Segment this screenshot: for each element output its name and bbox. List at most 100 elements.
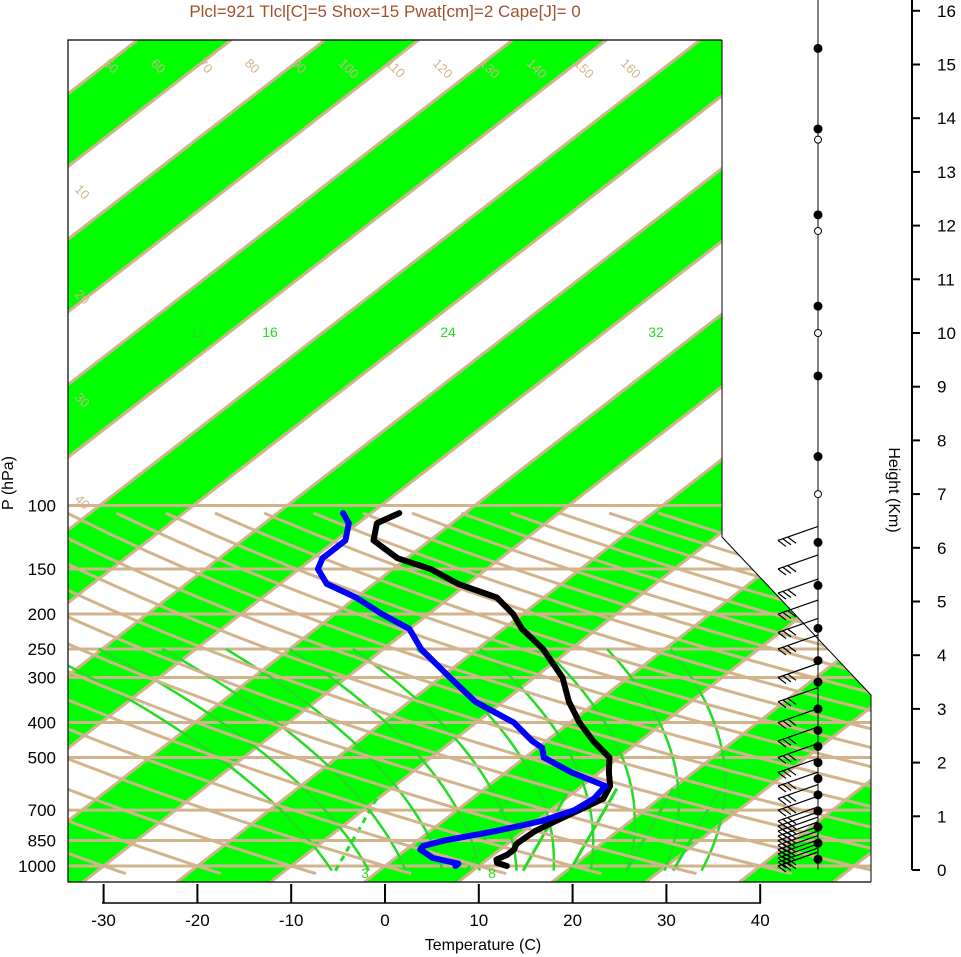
wind-barb-feather (782, 843, 792, 850)
pressure-tick-label: 100 (28, 497, 56, 516)
wind-profile (777, 0, 823, 873)
wind-barb-staff (777, 771, 819, 787)
isotherm-line (551, 632, 871, 882)
wind-barb (777, 578, 819, 600)
wind-barb-feather (777, 835, 787, 843)
wind-barb-feather (782, 738, 792, 746)
wind-barb (777, 662, 819, 684)
isotherm-label: 80 (242, 56, 263, 77)
wind-barb-staff (777, 806, 819, 822)
pressure-tick-label: 250 (28, 640, 56, 659)
wind-barb-feather (787, 768, 797, 776)
wind-barb-feather (782, 699, 792, 707)
isotherm-line (68, 51, 871, 678)
sounding-curves (314, 510, 614, 869)
wind-barb-feather (782, 755, 792, 763)
x-tick-label: -10 (279, 911, 304, 930)
wind-level-dot (813, 774, 823, 784)
isotherm-line (175, 341, 871, 882)
dry-adiabat (68, 757, 412, 876)
wind-level-dot (813, 677, 823, 687)
moist-adiabat (415, 648, 556, 871)
wind-barb-feather (787, 841, 797, 849)
wind-barb-staff (777, 687, 819, 703)
wind-barb-feather (782, 630, 792, 638)
wind-level-dot (813, 623, 823, 633)
moist-adiabat (161, 647, 407, 872)
y-axis-title: P (hPa) (0, 456, 17, 510)
wind-barb-feather (777, 771, 787, 779)
wind-barb-feather (777, 857, 787, 865)
wind-barb-feather (782, 855, 792, 863)
x-tick-label: 10 (469, 911, 488, 930)
wind-barb-feather (782, 770, 792, 778)
chart-title: Plcl=921 Tlcl[C]=5 Shox=15 Pwat[cm]=2 Ca… (189, 2, 580, 21)
wind-barb-staff (777, 578, 819, 594)
dry-adiabat (312, 511, 871, 695)
wind-barb (777, 795, 819, 817)
wind-barb-feather (777, 861, 787, 869)
dry-adiabat (68, 727, 507, 876)
mixing-ratio-label: 32 (648, 324, 664, 340)
plot-frame (67, 39, 871, 883)
wind-barb-staff (777, 742, 819, 759)
wind-barb-feather (787, 753, 797, 761)
wind-barb-feather (777, 648, 787, 656)
wind-barb-feather (782, 847, 792, 855)
wind-barb-feather (782, 675, 792, 683)
wind-barb-staff (777, 811, 819, 827)
wind-barb-staff (777, 783, 819, 800)
isotherm-label: 10 (72, 182, 93, 203)
wind-barb-feather (787, 589, 797, 597)
wind-barb-feather (777, 825, 787, 833)
wind-level-open-dot (814, 490, 822, 499)
dry-adiabat (68, 787, 317, 876)
wind-barb-feather (777, 853, 787, 861)
wind-barb-feather (787, 565, 797, 573)
wind-barb (777, 634, 819, 656)
wind-barb-feather (782, 783, 792, 791)
height-tick-label: 16 (937, 2, 956, 21)
wind-barb-feather (782, 720, 792, 728)
temperature-band (68, 198, 871, 882)
mixing-ratio-label: 16 (262, 324, 278, 340)
height-tick-label: 8 (937, 431, 946, 450)
wind-barb-staff (777, 821, 819, 837)
mixing-ratio-line (671, 787, 722, 872)
wind-barb-feather (777, 677, 787, 684)
isotherm-line (68, 40, 702, 532)
wind-barb-feather (787, 610, 797, 618)
wind-barb (777, 707, 819, 730)
height-tick-label: 4 (937, 646, 946, 665)
wind-barb-staff (777, 599, 819, 615)
mixing-ratio-line (624, 787, 675, 872)
pressure-tick-label: 700 (28, 801, 56, 820)
wind-barb-feather (787, 862, 797, 870)
wind-level-open-dot (814, 135, 822, 144)
wind-barb-feather (782, 646, 792, 654)
wind-barb-feather (782, 808, 792, 816)
height-tick-label: 13 (937, 163, 956, 182)
mixing-ratio-line (568, 787, 619, 872)
dry-adiabat (263, 511, 871, 713)
moist-adiabat (68, 664, 333, 872)
isotherm-line (68, 40, 420, 314)
wind-barb-feather (777, 740, 787, 748)
dry-adiabat (68, 819, 222, 876)
dry-adiabat (68, 562, 871, 829)
isotherm-label: 160 (618, 56, 644, 82)
wind-barb-staff (777, 525, 819, 542)
wind-barb-feather (777, 539, 787, 547)
x-tick-label: 40 (751, 911, 770, 930)
wind-barb-feather (787, 854, 797, 862)
wind-barb (777, 687, 819, 709)
height-tick-label: 9 (937, 378, 946, 397)
wind-barb-staff (777, 795, 819, 811)
mixing-ratio-label: 24 (440, 324, 456, 340)
wind-barb-feather (787, 673, 797, 681)
dry-adiabat (68, 642, 792, 876)
wind-barb-staff (777, 554, 819, 570)
height-tick-label: 1 (937, 807, 946, 826)
pressure-tick-label: 200 (28, 605, 56, 624)
